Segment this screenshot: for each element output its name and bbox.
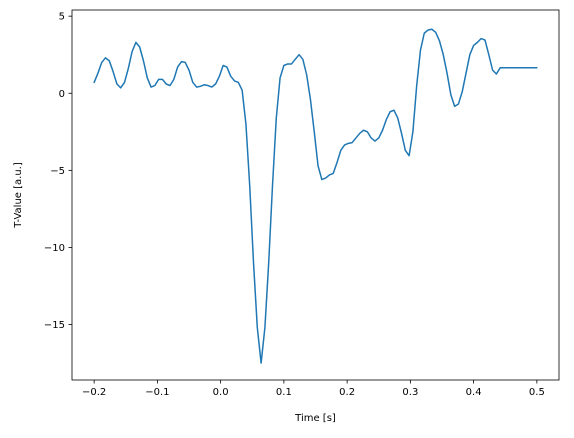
y-tick-label: 5 — [59, 12, 65, 23]
x-tick-label: 0.5 — [529, 387, 545, 398]
x-axis-label: Time [s] — [294, 413, 336, 424]
plot-frame — [71, 9, 560, 381]
series-line-1 — [93, 28, 538, 364]
plot-background — [72, 10, 559, 380]
y-tick-label: −15 — [44, 320, 65, 331]
x-tick-label: 0.2 — [339, 387, 355, 398]
y-tick-label: −5 — [50, 166, 65, 177]
x-tick-label: 0.4 — [466, 387, 482, 398]
x-tick-label: −0.2 — [82, 387, 106, 398]
y-ticks: 5 0 −5 −10 −15 — [44, 12, 72, 331]
y-tick-label: −10 — [44, 243, 65, 254]
x-tick-label: 0.3 — [402, 387, 418, 398]
x-tick-label: 0.0 — [213, 387, 229, 398]
y-axis-label: T-Value [a.u.] — [13, 162, 24, 229]
x-tick-label: −0.1 — [145, 387, 169, 398]
x-ticks: −0.2 −0.1 0.0 0.1 0.2 0.3 0.4 0.5 — [82, 380, 545, 398]
x-tick-label: 0.1 — [276, 387, 292, 398]
series-layer — [93, 28, 538, 364]
y-tick-label: 0 — [59, 89, 65, 100]
